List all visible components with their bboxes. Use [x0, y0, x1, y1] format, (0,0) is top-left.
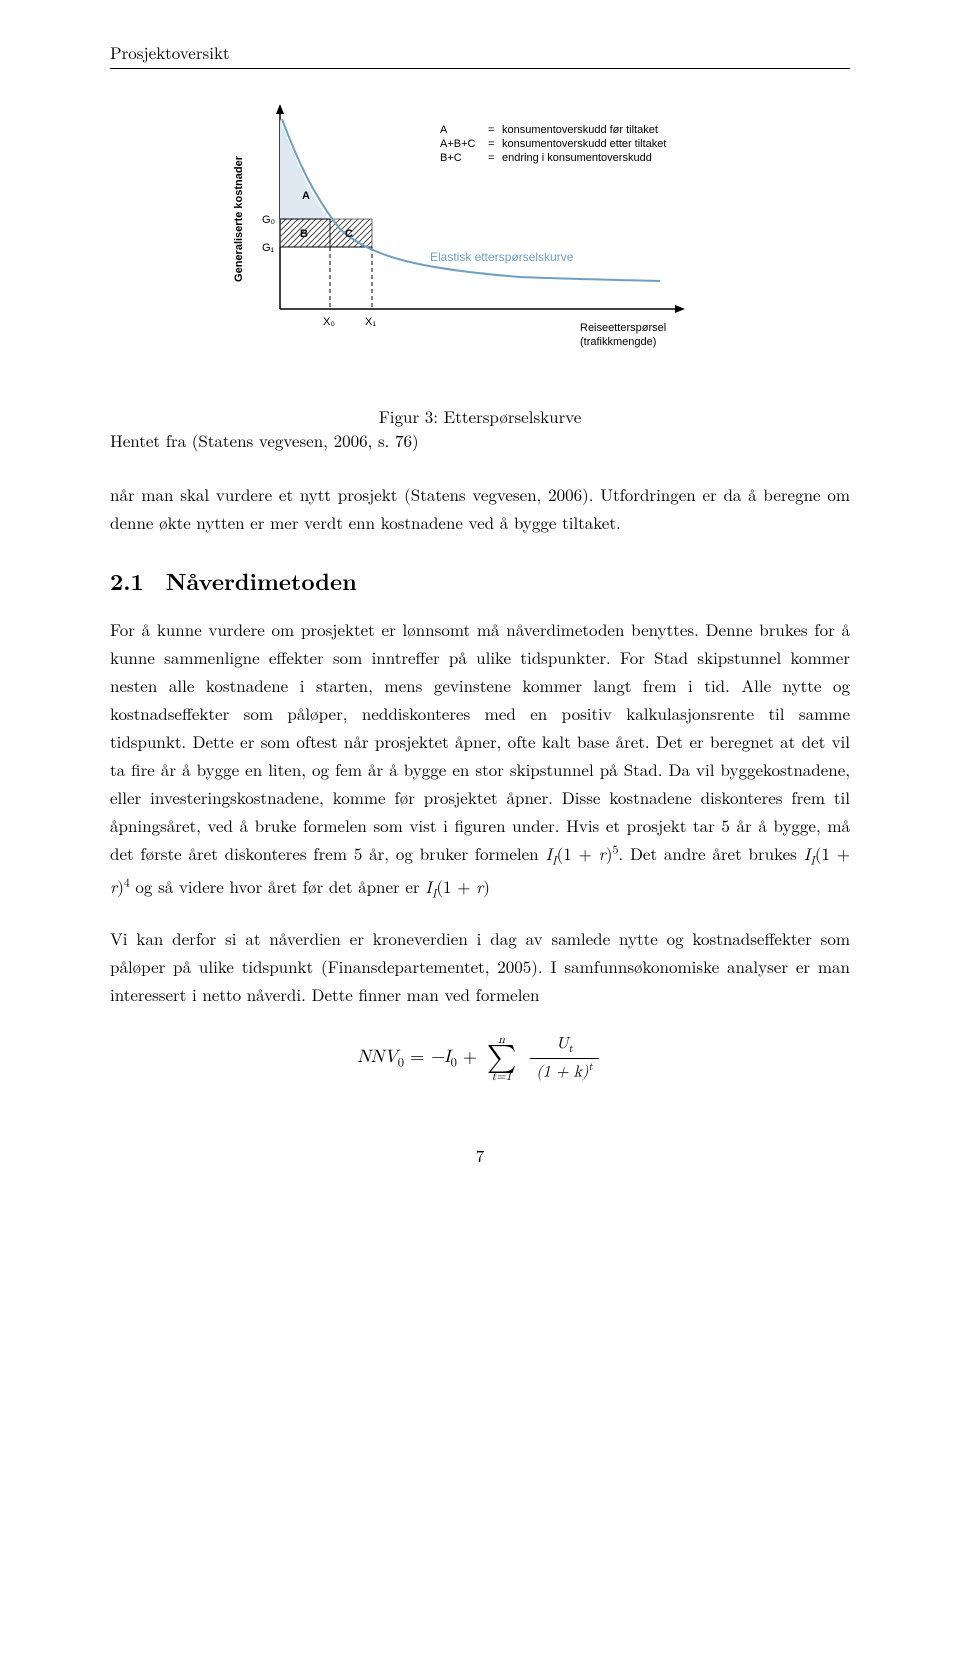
- eq-lhs: NNV0: [357, 1048, 404, 1066]
- header-rule: [110, 68, 850, 69]
- demand-curve-chart: Generaliserte kostnader: [220, 99, 740, 389]
- svg-text:A+B+C: A+B+C: [440, 138, 476, 150]
- svg-text:konsumentoverskudd før tiltake: konsumentoverskudd før tiltaket: [502, 124, 658, 136]
- xtick-x0: X₀: [323, 316, 335, 328]
- curve-label: Elastisk etterspørselskurve: [430, 250, 574, 264]
- ytick-g1: G₁: [262, 242, 275, 254]
- eq-minus-i0: −I0: [430, 1048, 457, 1066]
- ytick-g0: G₀: [262, 214, 275, 226]
- svg-text:=: =: [488, 124, 494, 136]
- page-number: 7: [110, 1143, 850, 1167]
- xtick-x1: X₁: [365, 316, 376, 328]
- body-para-1: For å kunne vurdere om prosjektet er løn…: [110, 615, 850, 903]
- figure-source: Hentet fra (Statens vegvesen, 2006, s. 7…: [110, 428, 850, 452]
- section-number: 2.1: [110, 564, 144, 597]
- figure-caption: Figur 3: Etterspørselskurve: [110, 404, 850, 428]
- running-head: Prosjektoversikt: [110, 40, 850, 64]
- section-heading: 2.1 Nåverdimetoden: [110, 564, 850, 597]
- svg-text:B+C: B+C: [440, 152, 462, 164]
- body-para-2: Vi kan derfor si at nåverdien er kroneve…: [110, 924, 850, 1008]
- y-axis-label: Generaliserte kostnader: [233, 155, 245, 282]
- svg-text:A: A: [440, 124, 448, 136]
- x-axis-label-2: (trafikkmengde): [580, 336, 656, 348]
- intro-paragraph: når man skal vurdere et nytt prosjekt (S…: [110, 480, 850, 536]
- svg-text:=: =: [488, 152, 494, 164]
- eq-sum: n ∑ t=1: [487, 1034, 517, 1083]
- eq-fraction: Ut (1 + k)t: [530, 1035, 598, 1083]
- figure-3: Generaliserte kostnader: [110, 99, 850, 394]
- region-a-label: A: [302, 190, 310, 202]
- x-axis-label-1: Reiseetterspørsel: [580, 322, 666, 334]
- svg-text:endring i konsumentoverskudd: endring i konsumentoverskudd: [502, 152, 652, 164]
- svg-text:=: =: [488, 138, 494, 150]
- svg-text:Generaliserte kostnader: Generaliserte kostnader: [233, 155, 245, 282]
- chart-legend: A = konsumentoverskudd før tiltaket A+B+…: [440, 124, 666, 164]
- nnv-equation: NNV0 = −I0 + n ∑ t=1 Ut (1 + k)t: [110, 1034, 850, 1083]
- section-title: Nåverdimetoden: [166, 564, 357, 597]
- region-b-label: B: [300, 228, 308, 240]
- region-c-label: C: [345, 228, 353, 240]
- svg-text:konsumentoverskudd etter tilta: konsumentoverskudd etter tiltaket: [502, 138, 666, 150]
